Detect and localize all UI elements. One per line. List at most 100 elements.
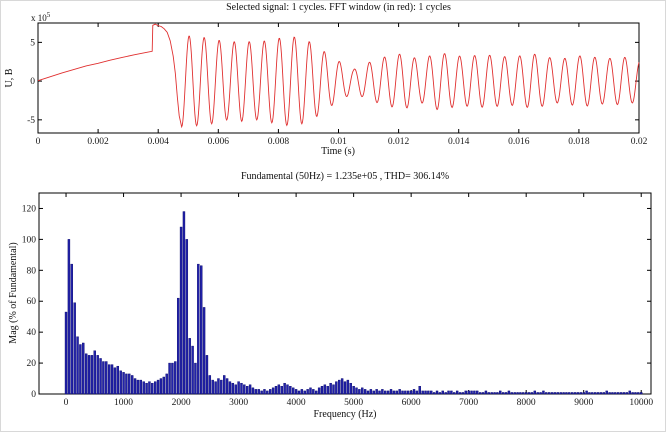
fft-bar xyxy=(96,355,99,395)
fft-bar xyxy=(185,239,189,395)
fft-bar xyxy=(536,392,539,395)
fft-bar xyxy=(228,381,232,395)
y-axis-multiplier: x 105 xyxy=(31,11,51,23)
fft-y-tick-label: 20 xyxy=(27,359,37,369)
fft-bar xyxy=(289,386,292,395)
fft-bar xyxy=(418,386,421,395)
fft-bar xyxy=(424,390,427,395)
fft-bar xyxy=(427,390,430,395)
fft-bar xyxy=(76,336,79,395)
fft-bar xyxy=(571,392,574,395)
fft-bar xyxy=(622,392,626,395)
fft-bar xyxy=(346,379,350,395)
fft-bar xyxy=(269,389,272,395)
fft-bar xyxy=(562,392,565,395)
fft-bar xyxy=(194,362,197,395)
signal-axes-box xyxy=(37,22,640,134)
fft-bar xyxy=(392,390,396,395)
fft-bar xyxy=(306,389,309,395)
fft-bar xyxy=(614,392,617,395)
fft-bar xyxy=(142,381,145,395)
fft-bar xyxy=(533,390,537,395)
fft-bar xyxy=(395,390,398,395)
fft-bar xyxy=(550,392,554,395)
fft-bar xyxy=(300,389,304,395)
fft-bar xyxy=(369,389,373,395)
fft-bar xyxy=(234,384,237,395)
fft-bar xyxy=(453,392,456,395)
fft-bar xyxy=(320,386,324,395)
fft-bar xyxy=(271,387,275,395)
fft-bar xyxy=(507,390,511,395)
fft-bar xyxy=(82,342,85,395)
fft-y-tick-label: 40 xyxy=(27,328,37,338)
fft-bar xyxy=(225,378,229,395)
fft-bar xyxy=(340,378,344,395)
fft-x-tick-label: 5000 xyxy=(344,398,363,408)
fft-x-tick-label: 0 xyxy=(64,398,69,408)
fft-x-tick-label: 7000 xyxy=(459,398,478,408)
fft-bar xyxy=(260,390,263,395)
fft-bar xyxy=(568,392,571,395)
fft-bar xyxy=(323,384,327,395)
fft-bar xyxy=(280,386,283,395)
fft-bar xyxy=(251,387,255,395)
fft-bar xyxy=(93,350,96,395)
fft-bar xyxy=(389,389,393,395)
fft-bar xyxy=(315,390,318,395)
fft-bar xyxy=(519,392,522,395)
fft-bar xyxy=(361,387,364,395)
fft-bar xyxy=(527,392,531,395)
fft-x-tick-label: 1000 xyxy=(114,398,133,408)
fft-bar xyxy=(640,392,643,395)
fft-bar xyxy=(628,390,631,395)
fft-bar xyxy=(412,389,416,395)
fft-bar xyxy=(176,297,180,395)
fft-bar xyxy=(309,387,312,395)
fft-bar xyxy=(292,387,295,395)
signal-y-tick-label: -5 xyxy=(27,116,35,126)
fft-bar xyxy=(438,392,442,395)
fft-bar xyxy=(168,362,171,395)
fft-bar xyxy=(415,390,419,395)
fft-bar xyxy=(179,226,183,395)
fft-bar xyxy=(110,364,114,395)
fft-bar xyxy=(476,390,479,395)
fft-bar xyxy=(409,390,413,395)
fft-bar xyxy=(501,392,505,395)
fft-bar xyxy=(145,382,148,395)
fft-x-tick-label: 2000 xyxy=(172,398,191,408)
fft-bar xyxy=(329,382,332,395)
fft-bar xyxy=(478,392,482,395)
fft-bar xyxy=(246,386,249,395)
fft-bar xyxy=(545,392,548,395)
fft-bar xyxy=(283,382,286,395)
fft-bar xyxy=(559,392,562,395)
fft-bar xyxy=(171,362,174,395)
fft-bar xyxy=(174,361,177,395)
fft-bar xyxy=(608,392,611,395)
fft-bar xyxy=(516,392,519,395)
fft-bar xyxy=(257,389,260,395)
fft-bar xyxy=(372,390,375,395)
fft-bar xyxy=(524,392,528,395)
fft-bar xyxy=(277,384,281,395)
fft-bar xyxy=(447,390,450,395)
fft-bar xyxy=(430,390,433,395)
fft-bar xyxy=(384,390,387,395)
fft-bar xyxy=(286,384,289,395)
fft-bar xyxy=(467,390,470,395)
fft-bar xyxy=(64,311,68,395)
fft-bar xyxy=(378,390,381,395)
fft-bar xyxy=(455,390,459,395)
fft-bar xyxy=(208,375,212,395)
fft-bar xyxy=(84,353,88,395)
fft-bar xyxy=(162,376,166,395)
fft-bar xyxy=(585,390,588,395)
fft-bar xyxy=(338,379,341,395)
fft-bar xyxy=(464,390,467,395)
fft-bar xyxy=(401,390,404,395)
fft-bar xyxy=(602,392,606,395)
